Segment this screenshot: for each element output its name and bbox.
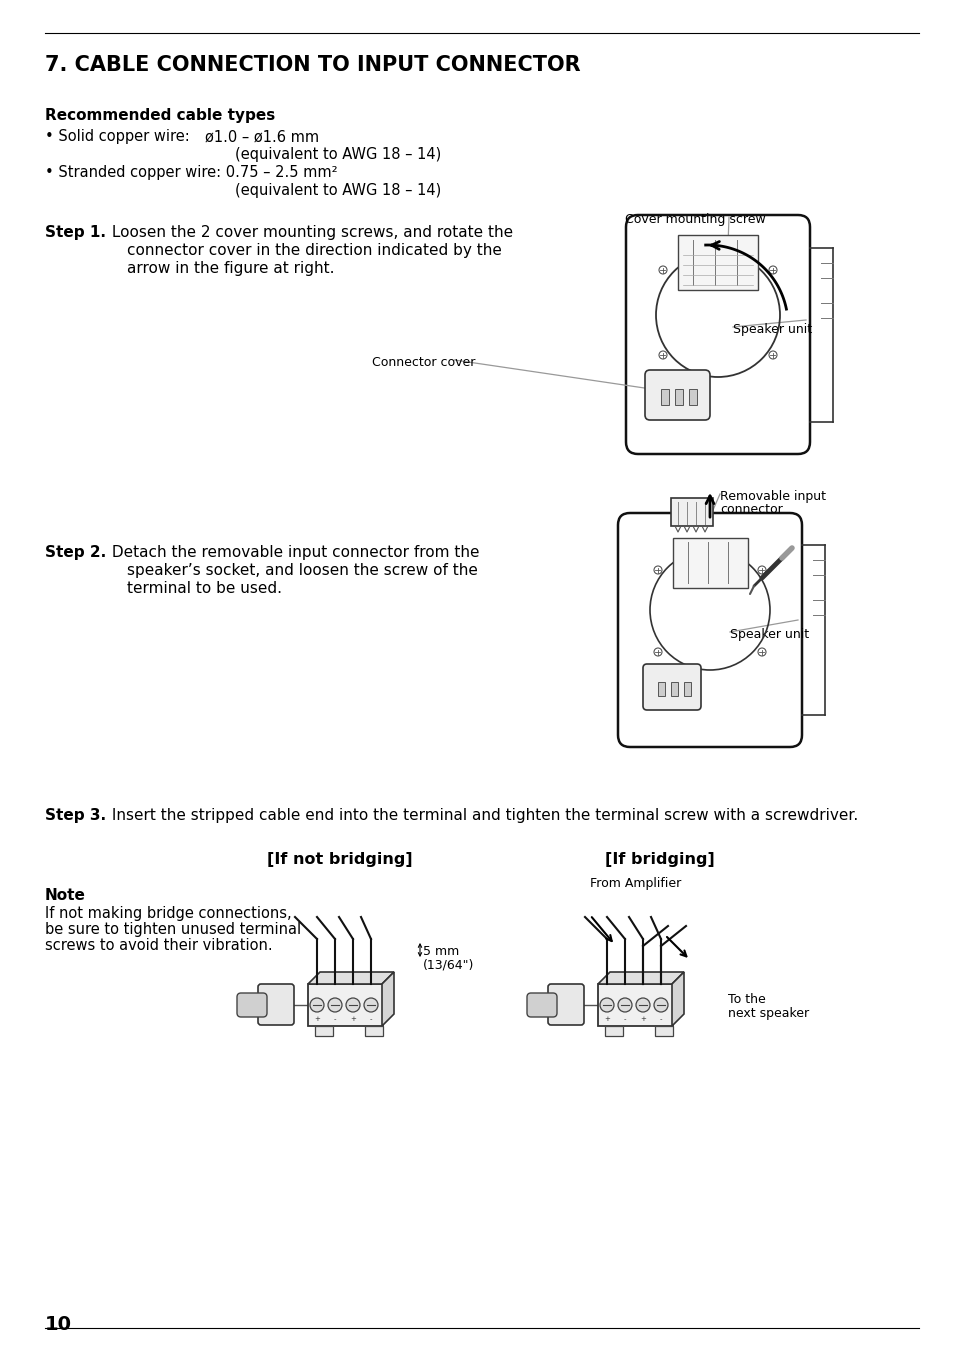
Text: +: + xyxy=(350,1016,355,1021)
Text: Step 3.: Step 3. xyxy=(45,808,106,823)
Text: 5 mm: 5 mm xyxy=(422,944,458,958)
Text: Recommended cable types: Recommended cable types xyxy=(45,108,275,123)
FancyBboxPatch shape xyxy=(598,984,672,1025)
FancyBboxPatch shape xyxy=(678,235,758,290)
Polygon shape xyxy=(381,971,394,1025)
Text: +: + xyxy=(314,1016,319,1021)
Text: Connector cover: Connector cover xyxy=(372,357,475,369)
Text: (13/64"): (13/64") xyxy=(422,958,474,971)
FancyBboxPatch shape xyxy=(688,389,697,405)
FancyBboxPatch shape xyxy=(660,389,668,405)
Polygon shape xyxy=(308,971,394,984)
Text: Note: Note xyxy=(45,888,86,902)
FancyBboxPatch shape xyxy=(644,370,709,420)
FancyBboxPatch shape xyxy=(670,499,712,526)
Text: (equivalent to AWG 18 – 14): (equivalent to AWG 18 – 14) xyxy=(234,182,441,199)
FancyBboxPatch shape xyxy=(670,682,678,696)
Circle shape xyxy=(364,998,377,1012)
Text: Speaker unit: Speaker unit xyxy=(732,323,811,336)
Polygon shape xyxy=(598,971,683,984)
Circle shape xyxy=(346,998,359,1012)
Circle shape xyxy=(758,648,765,657)
Text: +: + xyxy=(639,1016,645,1021)
FancyBboxPatch shape xyxy=(658,682,664,696)
Text: Insert the stripped cable end into the terminal and tighten the terminal screw w: Insert the stripped cable end into the t… xyxy=(107,808,858,823)
Circle shape xyxy=(328,998,341,1012)
FancyBboxPatch shape xyxy=(655,1025,672,1036)
Text: screws to avoid their vibration.: screws to avoid their vibration. xyxy=(45,938,273,952)
Circle shape xyxy=(758,566,765,574)
Text: speaker’s socket, and loosen the screw of the: speaker’s socket, and loosen the screw o… xyxy=(127,563,477,578)
Text: Speaker unit: Speaker unit xyxy=(729,628,808,640)
Text: Step 1.: Step 1. xyxy=(45,226,106,240)
Circle shape xyxy=(618,998,631,1012)
Text: Detach the removable input connector from the: Detach the removable input connector fro… xyxy=(107,544,479,561)
Circle shape xyxy=(654,998,667,1012)
FancyBboxPatch shape xyxy=(257,984,294,1025)
Circle shape xyxy=(654,648,661,657)
Text: Removable input: Removable input xyxy=(720,490,825,503)
Circle shape xyxy=(636,998,649,1012)
FancyBboxPatch shape xyxy=(683,682,690,696)
Text: next speaker: next speaker xyxy=(727,1006,808,1020)
Text: -: - xyxy=(623,1016,625,1021)
Text: • Stranded copper wire: 0.75 – 2.5 mm²: • Stranded copper wire: 0.75 – 2.5 mm² xyxy=(45,165,337,180)
Text: From Amplifier: From Amplifier xyxy=(589,877,680,890)
Circle shape xyxy=(768,351,776,359)
FancyBboxPatch shape xyxy=(672,538,747,588)
Text: If not making bridge connections,: If not making bridge connections, xyxy=(45,907,292,921)
Text: (equivalent to AWG 18 – 14): (equivalent to AWG 18 – 14) xyxy=(234,147,441,162)
Text: -: - xyxy=(370,1016,372,1021)
Circle shape xyxy=(768,266,776,274)
Text: [If bridging]: [If bridging] xyxy=(604,852,714,867)
FancyBboxPatch shape xyxy=(314,1025,333,1036)
FancyBboxPatch shape xyxy=(308,984,382,1025)
Circle shape xyxy=(659,351,666,359)
Text: Step 2.: Step 2. xyxy=(45,544,106,561)
Circle shape xyxy=(654,566,661,574)
Text: +: + xyxy=(603,1016,609,1021)
FancyBboxPatch shape xyxy=(547,984,583,1025)
Text: 10: 10 xyxy=(45,1315,71,1333)
Text: connector: connector xyxy=(720,503,781,516)
FancyBboxPatch shape xyxy=(236,993,267,1017)
Circle shape xyxy=(599,998,614,1012)
Text: arrow in the figure at right.: arrow in the figure at right. xyxy=(127,261,335,276)
Text: [If not bridging]: [If not bridging] xyxy=(267,852,413,867)
Text: be sure to tighten unused terminal: be sure to tighten unused terminal xyxy=(45,921,301,938)
Circle shape xyxy=(310,998,324,1012)
Text: • Solid copper wire:: • Solid copper wire: xyxy=(45,128,190,145)
FancyBboxPatch shape xyxy=(365,1025,382,1036)
Text: terminal to be used.: terminal to be used. xyxy=(127,581,282,596)
FancyBboxPatch shape xyxy=(604,1025,622,1036)
Text: To the: To the xyxy=(727,993,765,1006)
Circle shape xyxy=(659,266,666,274)
Text: -: - xyxy=(659,1016,661,1021)
Polygon shape xyxy=(671,971,683,1025)
Text: ø1.0 – ø1.6 mm: ø1.0 – ø1.6 mm xyxy=(205,128,319,145)
FancyBboxPatch shape xyxy=(642,663,700,711)
Text: connector cover in the direction indicated by the: connector cover in the direction indicat… xyxy=(127,243,501,258)
FancyBboxPatch shape xyxy=(526,993,557,1017)
Text: Loosen the 2 cover mounting screws, and rotate the: Loosen the 2 cover mounting screws, and … xyxy=(107,226,513,240)
Text: -: - xyxy=(334,1016,335,1021)
Text: 7. CABLE CONNECTION TO INPUT CONNECTOR: 7. CABLE CONNECTION TO INPUT CONNECTOR xyxy=(45,55,580,76)
FancyBboxPatch shape xyxy=(675,389,682,405)
Text: Cover mounting screw: Cover mounting screw xyxy=(624,213,765,226)
